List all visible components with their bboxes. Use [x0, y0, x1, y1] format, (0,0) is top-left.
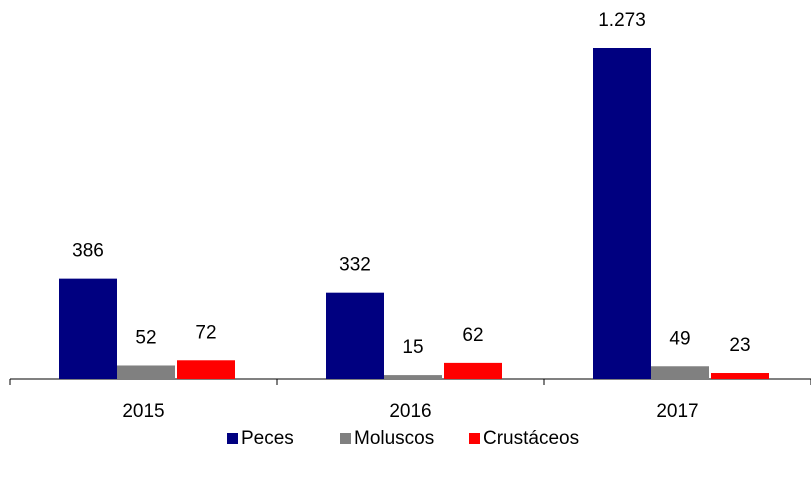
legend-swatch: [227, 433, 238, 444]
data-label: 49: [669, 328, 690, 349]
x-tick-label: 2016: [389, 401, 431, 422]
data-label: 332: [339, 255, 371, 276]
legend-label: Peces: [241, 428, 294, 449]
bar: [117, 365, 175, 379]
x-tick-label: 2015: [122, 401, 164, 422]
data-label: 386: [72, 241, 104, 262]
bar: [177, 360, 235, 379]
data-label: 72: [195, 322, 216, 343]
bar: [326, 292, 384, 379]
legend-label: Crustáceos: [483, 428, 579, 449]
bar: [444, 362, 502, 379]
bar: [384, 375, 442, 379]
legend-label: Moluscos: [354, 428, 434, 449]
data-label: 52: [135, 327, 156, 348]
bar: [59, 278, 117, 379]
data-label: 23: [729, 335, 750, 356]
x-tick-label: 2017: [656, 401, 698, 422]
legend-swatch: [469, 433, 480, 444]
bar: [593, 48, 651, 379]
bar: [651, 366, 709, 379]
bar: [711, 373, 769, 379]
data-label: 15: [402, 337, 423, 358]
legend-swatch: [340, 433, 351, 444]
data-label: 1.273: [598, 10, 646, 31]
data-label: 62: [462, 325, 483, 346]
